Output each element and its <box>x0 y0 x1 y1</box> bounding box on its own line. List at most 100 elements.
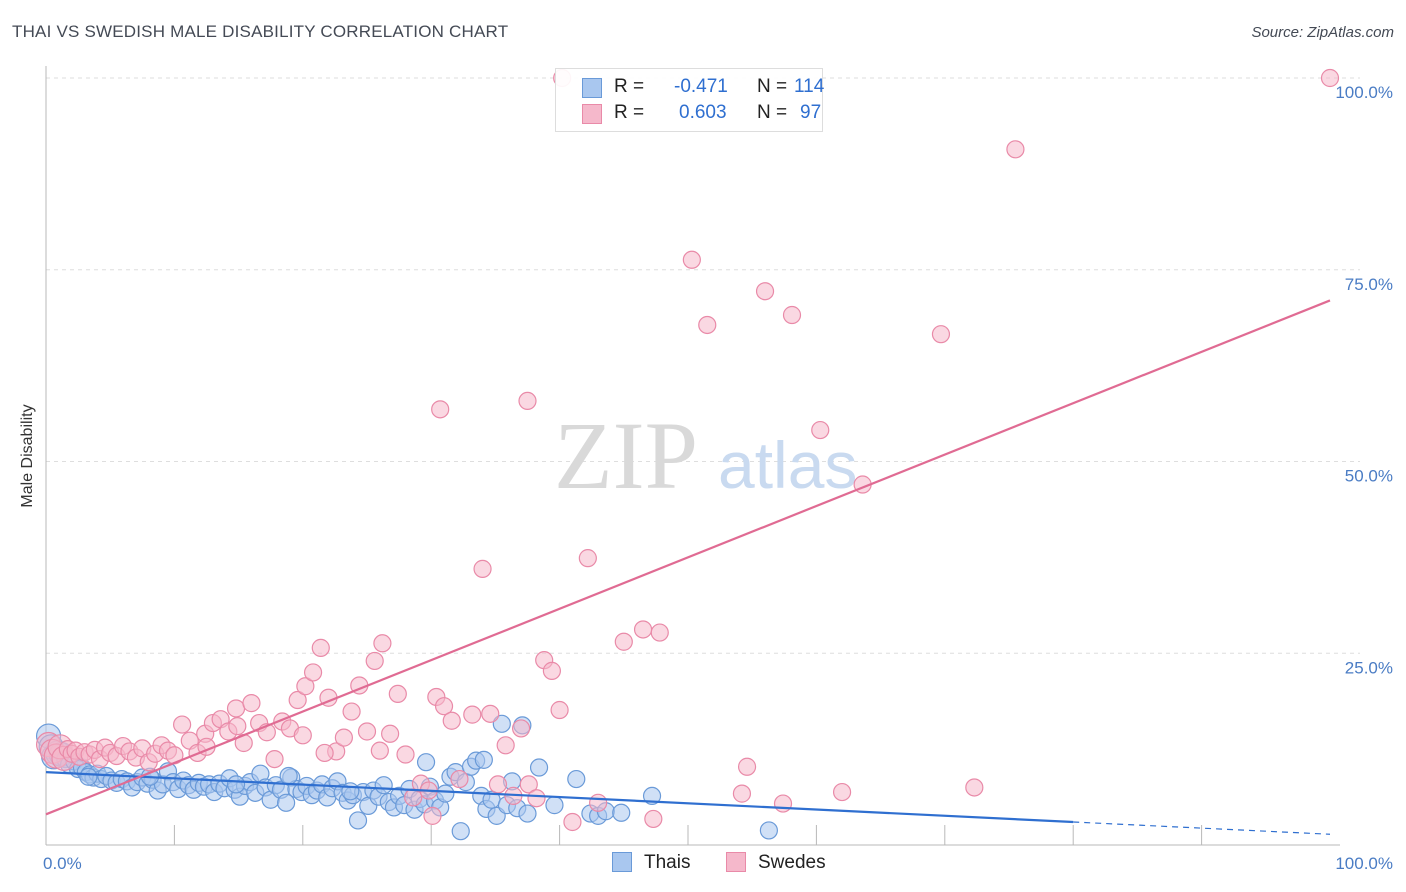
thais-point-109 <box>226 775 246 794</box>
thais-point-64 <box>348 811 368 830</box>
thais-point-98 <box>529 758 549 777</box>
swedes-point-102 <box>370 741 389 760</box>
thais-point-92 <box>492 714 511 733</box>
swedes-point-34 <box>242 694 261 713</box>
swedes-point-32 <box>226 699 246 718</box>
swedes-point-78 <box>650 623 669 642</box>
thais-point-84 <box>451 822 470 841</box>
axes <box>45 66 1340 846</box>
gridlines <box>46 77 1360 654</box>
swedes-point-86 <box>931 325 951 344</box>
swedes-point-47 <box>342 702 361 721</box>
legend-r-label: R = <box>614 76 645 97</box>
thais-point-110 <box>79 767 98 786</box>
legend-r-value-swedes: 0.603 <box>679 102 727 123</box>
chart-title: THAI VS SWEDISH MALE DISABILITY CORRELAT… <box>12 22 509 41</box>
legend-r-value-thais: -0.471 <box>674 76 728 97</box>
swedes-point-54 <box>396 745 415 764</box>
thais-point-105 <box>642 786 662 806</box>
swedes-point-46 <box>334 728 353 747</box>
swedes-point-68 <box>519 775 538 794</box>
legend-n-value-swedes: 97 <box>800 102 822 123</box>
swedes-point-81 <box>518 391 537 411</box>
swedes-point-77 <box>644 809 663 829</box>
thais-point-108 <box>416 753 436 772</box>
bottom-legend-swatch-swedes <box>726 852 746 872</box>
thais-point-69 <box>374 776 393 795</box>
thais-point-97 <box>518 804 537 823</box>
bottom-legend-label-swedes: Swedes <box>758 852 826 873</box>
thais-trend-extension <box>1073 821 1331 835</box>
thais-point-112 <box>279 766 298 786</box>
swedes-point-91 <box>1320 68 1340 88</box>
swedes-point-63 <box>481 704 500 723</box>
swedes-point-98 <box>463 705 482 724</box>
correlation-legend: R = -0.471 N = 114 R = 0.603 N = 97 <box>555 68 825 132</box>
swedes-point-103 <box>228 717 247 736</box>
swedes-point-76 <box>614 632 633 651</box>
swedes-point-92 <box>633 620 653 639</box>
swedes-point-85 <box>782 305 802 325</box>
swedes-point-59 <box>434 697 454 716</box>
thais-trend-line <box>45 771 1074 824</box>
bottom-legend-label-thais: Thais <box>644 852 691 873</box>
thais-point-107 <box>474 750 493 769</box>
swedes-point-61 <box>450 769 469 789</box>
y-tick-label-2: 75.0% <box>1345 275 1393 294</box>
swedes-point-96 <box>773 794 793 813</box>
swedes-point-41 <box>296 677 315 696</box>
thais-point-100 <box>567 769 586 789</box>
swedes-point-72 <box>550 700 569 720</box>
thais-point-113 <box>341 782 360 801</box>
swedes-point-79 <box>732 784 752 803</box>
swedes-point-73 <box>563 812 582 832</box>
swedes-point-71 <box>542 661 561 680</box>
bottom-legend-swedes: Swedes <box>726 852 826 874</box>
swedes-point-52 <box>381 724 400 743</box>
watermark-atlas: atlas <box>718 428 857 502</box>
swedes-point-75 <box>589 793 608 812</box>
data-points <box>35 68 1340 841</box>
x-tick-label-1: 100.0% <box>1335 854 1393 873</box>
x-tick-label-0: 0.0% <box>43 854 82 873</box>
swedes-point-49 <box>357 722 377 741</box>
y-tick-label-3: 100.0% <box>1335 83 1393 102</box>
thais-point-106 <box>759 821 778 840</box>
swedes-point-51 <box>373 634 392 653</box>
y-tick-label-1: 50.0% <box>1345 467 1393 486</box>
swedes-point-94 <box>832 782 852 802</box>
swedes-point-64 <box>488 775 508 794</box>
swedes-point-89 <box>1006 140 1025 159</box>
swedes-point-43 <box>311 638 330 657</box>
swedes-trend-line <box>45 299 1331 816</box>
legend-n-value-thais: 114 <box>794 76 825 97</box>
bottom-legend-swatch-thais <box>612 852 632 872</box>
swedes-point-83 <box>698 315 717 335</box>
swedes-point-82 <box>682 250 701 269</box>
source-credit: Source: ZipAtlas.com <box>1251 24 1394 41</box>
swedes-point-37 <box>265 749 284 769</box>
swedes-point-97 <box>965 778 984 797</box>
swedes-point-62 <box>473 559 492 578</box>
bottom-legend-thais: Thais <box>612 852 690 874</box>
swedes-point-69 <box>527 789 546 808</box>
swedes-point-80 <box>431 400 450 419</box>
swedes-point-67 <box>511 719 531 738</box>
swedes-point-74 <box>578 549 597 568</box>
thais-point-99 <box>545 796 564 815</box>
swedes-point-40 <box>288 690 307 710</box>
tick-labels: 25.0% 50.0% 75.0% 100.0% 0.0% 100.0% <box>43 83 1393 873</box>
trend-lines <box>45 299 1331 835</box>
swedes-point-84 <box>755 282 775 301</box>
legend-n-label: N = <box>757 76 788 97</box>
thais-point-50 <box>277 793 296 812</box>
legend-r-label: R = <box>614 102 645 123</box>
swedes-point-95 <box>423 806 442 825</box>
swedes-point-101 <box>293 726 312 745</box>
legend-n-label: N = <box>757 102 788 123</box>
swedes-point-42 <box>303 663 323 682</box>
watermark-zip: ZIP <box>554 402 698 509</box>
swedes-point-50 <box>365 651 384 671</box>
swedes-point-60 <box>442 711 461 730</box>
